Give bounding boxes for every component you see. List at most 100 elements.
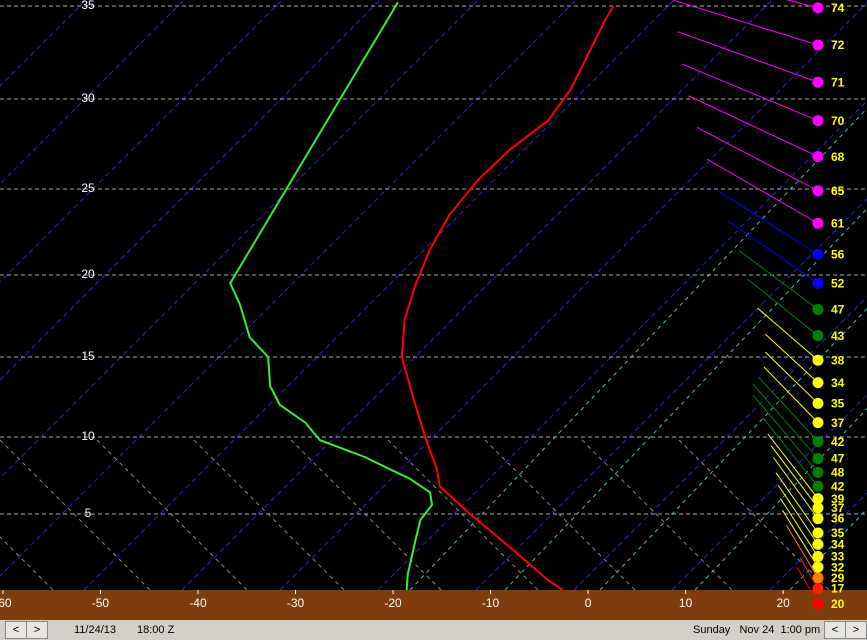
wind-dot <box>812 480 824 492</box>
wind-speed-label: 56 <box>831 248 845 262</box>
wind-dot <box>812 598 824 610</box>
dry-adiabat <box>0 536 54 591</box>
plot-background <box>0 0 867 590</box>
next-button[interactable]: > <box>845 621 867 639</box>
wind-dot <box>812 76 824 88</box>
wind-dot <box>812 561 824 573</box>
wind-dot <box>812 493 824 505</box>
wind-dot <box>812 527 824 539</box>
dry-adiabat <box>581 439 733 591</box>
wind-barb <box>696 126 819 192</box>
wind-dot <box>812 354 824 366</box>
isotherm <box>573 296 867 591</box>
wind-barb <box>777 484 819 545</box>
wind-speed-label: 37 <box>831 416 845 430</box>
time: 18:00 Z <box>137 624 175 636</box>
wind-dot <box>812 582 824 594</box>
wind-dot <box>812 377 824 389</box>
prev-button[interactable]: < <box>824 621 846 639</box>
isotherm <box>0 0 283 283</box>
wind-speed-label: 38 <box>831 353 845 367</box>
isotherm <box>0 0 381 381</box>
wind-barb <box>682 63 819 122</box>
wind-dot <box>812 115 824 127</box>
wind-speed-label: 33 <box>831 550 845 564</box>
wind-dot <box>812 538 824 550</box>
y-tick-label: 20 <box>81 267 95 281</box>
wind-speed-label: 34 <box>831 538 845 552</box>
wind-barb <box>770 445 819 509</box>
wind-dot <box>812 185 824 197</box>
wind-barb <box>775 472 819 534</box>
wind-speed-label: 71 <box>831 75 845 89</box>
wind-barb <box>738 250 819 310</box>
wind-speed-label: 39 <box>831 492 845 506</box>
wind-speed-label: 43 <box>831 329 845 343</box>
wind-barb <box>752 394 819 473</box>
wind-speed-label: 35 <box>831 526 845 540</box>
wind-speed-label: 37 <box>831 501 845 515</box>
background-lines <box>0 0 867 591</box>
wind-barb <box>785 0 819 9</box>
wind-speed-label: 42 <box>831 479 845 493</box>
local-time: Sunday Nov 24 1:00 pm <box>693 624 821 636</box>
y-tick-label: 15 <box>81 349 95 363</box>
y-tick-label: 10 <box>81 429 95 443</box>
isotherm <box>0 0 185 185</box>
wind-speed-label: 36 <box>831 512 845 526</box>
isotherm <box>377 100 867 591</box>
wind-dot <box>812 248 824 260</box>
x-tick-label: -60 <box>0 596 12 610</box>
wind-dot <box>812 2 824 14</box>
wind-speed-label: 34 <box>831 376 845 390</box>
x-tick-label: 0 <box>585 596 592 610</box>
wind-dot <box>812 151 824 163</box>
wind-barb <box>727 220 819 284</box>
wind-barb <box>752 383 819 459</box>
wind-dot <box>812 466 824 478</box>
wind-speed-label: 68 <box>831 150 845 164</box>
wind-speed-label: 70 <box>831 114 845 128</box>
wind-barb <box>786 525 819 579</box>
x-tick-label: -30 <box>287 596 305 610</box>
next-button[interactable]: > <box>26 621 48 639</box>
wind-barb <box>718 190 819 255</box>
wind-barb <box>799 557 819 589</box>
wind-dot <box>812 217 824 229</box>
wind-barb <box>706 158 819 224</box>
dry-adiabat <box>0 439 151 591</box>
wind-speed-label: 35 <box>831 397 845 411</box>
y-tick-label: 35 <box>81 0 95 12</box>
wind-barb <box>757 307 819 361</box>
wind-speed-label: 17 <box>831 582 845 596</box>
wind-dot <box>812 397 824 409</box>
wind-speed-label: 61 <box>831 217 845 231</box>
dry-adiabat <box>484 439 636 591</box>
prev-button[interactable]: < <box>5 621 27 639</box>
wind-speed-label: 47 <box>831 452 845 466</box>
wind-barb <box>673 0 819 46</box>
wind-dot <box>812 39 824 51</box>
wind-barb <box>767 433 819 499</box>
x-tick-label: 10 <box>679 596 693 610</box>
profile-line <box>400 5 615 591</box>
wind-dot <box>812 330 824 342</box>
y-tick-label: 30 <box>81 91 95 105</box>
isotherm <box>279 2 867 591</box>
wind-dot <box>812 453 824 465</box>
wind-dot <box>812 303 824 315</box>
wind-speed-label: 48 <box>831 466 845 480</box>
wind-barb <box>765 351 819 404</box>
isotherm <box>0 0 479 479</box>
wind-barb <box>782 509 819 568</box>
wind-dot <box>812 277 824 289</box>
ground <box>0 590 867 620</box>
wind-barb <box>765 333 819 383</box>
wind-barb <box>796 567 819 604</box>
dry-adiabat <box>96 439 248 591</box>
wind-barb <box>779 498 819 557</box>
wind-barb <box>762 417 819 487</box>
isotherm <box>475 198 867 591</box>
wind-barb <box>747 278 819 337</box>
